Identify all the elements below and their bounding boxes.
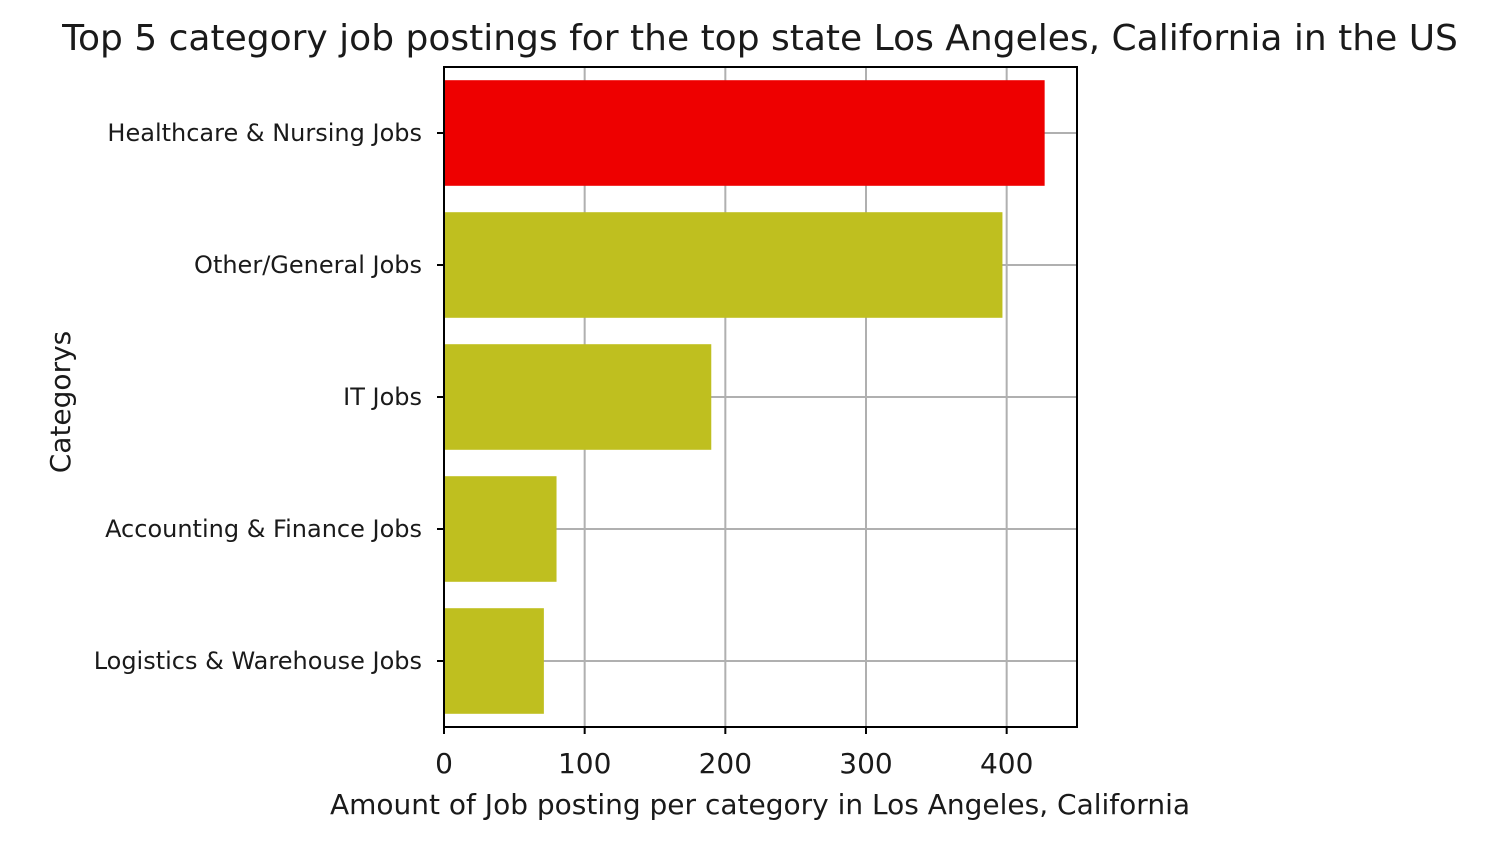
y-tick-label: Accounting & Finance Jobs (105, 515, 422, 543)
chart-title: Top 5 category job postings for the top … (61, 18, 1458, 59)
bar (444, 608, 544, 714)
y-tick-label: Healthcare & Nursing Jobs (107, 119, 422, 147)
bar (444, 212, 1003, 318)
bar (444, 476, 557, 582)
y-tick-label: Logistics & Warehouse Jobs (94, 647, 422, 675)
x-tick-label: 400 (980, 747, 1033, 780)
x-axis-label: Amount of Job posting per category in Lo… (330, 788, 1190, 821)
bar (444, 80, 1045, 186)
x-tick-label: 100 (558, 747, 611, 780)
x-tick-label: 200 (699, 747, 752, 780)
ticks: Healthcare & Nursing Jobs Other/General J… (94, 119, 1034, 780)
x-tick-label: 300 (839, 747, 892, 780)
y-axis-label: Categorys (44, 331, 77, 474)
y-tick-label: IT Jobs (343, 383, 422, 411)
y-tick-label: Other/General Jobs (194, 251, 422, 279)
x-tick-label: 0 (435, 747, 453, 780)
bars (444, 80, 1045, 714)
bar (444, 344, 712, 450)
